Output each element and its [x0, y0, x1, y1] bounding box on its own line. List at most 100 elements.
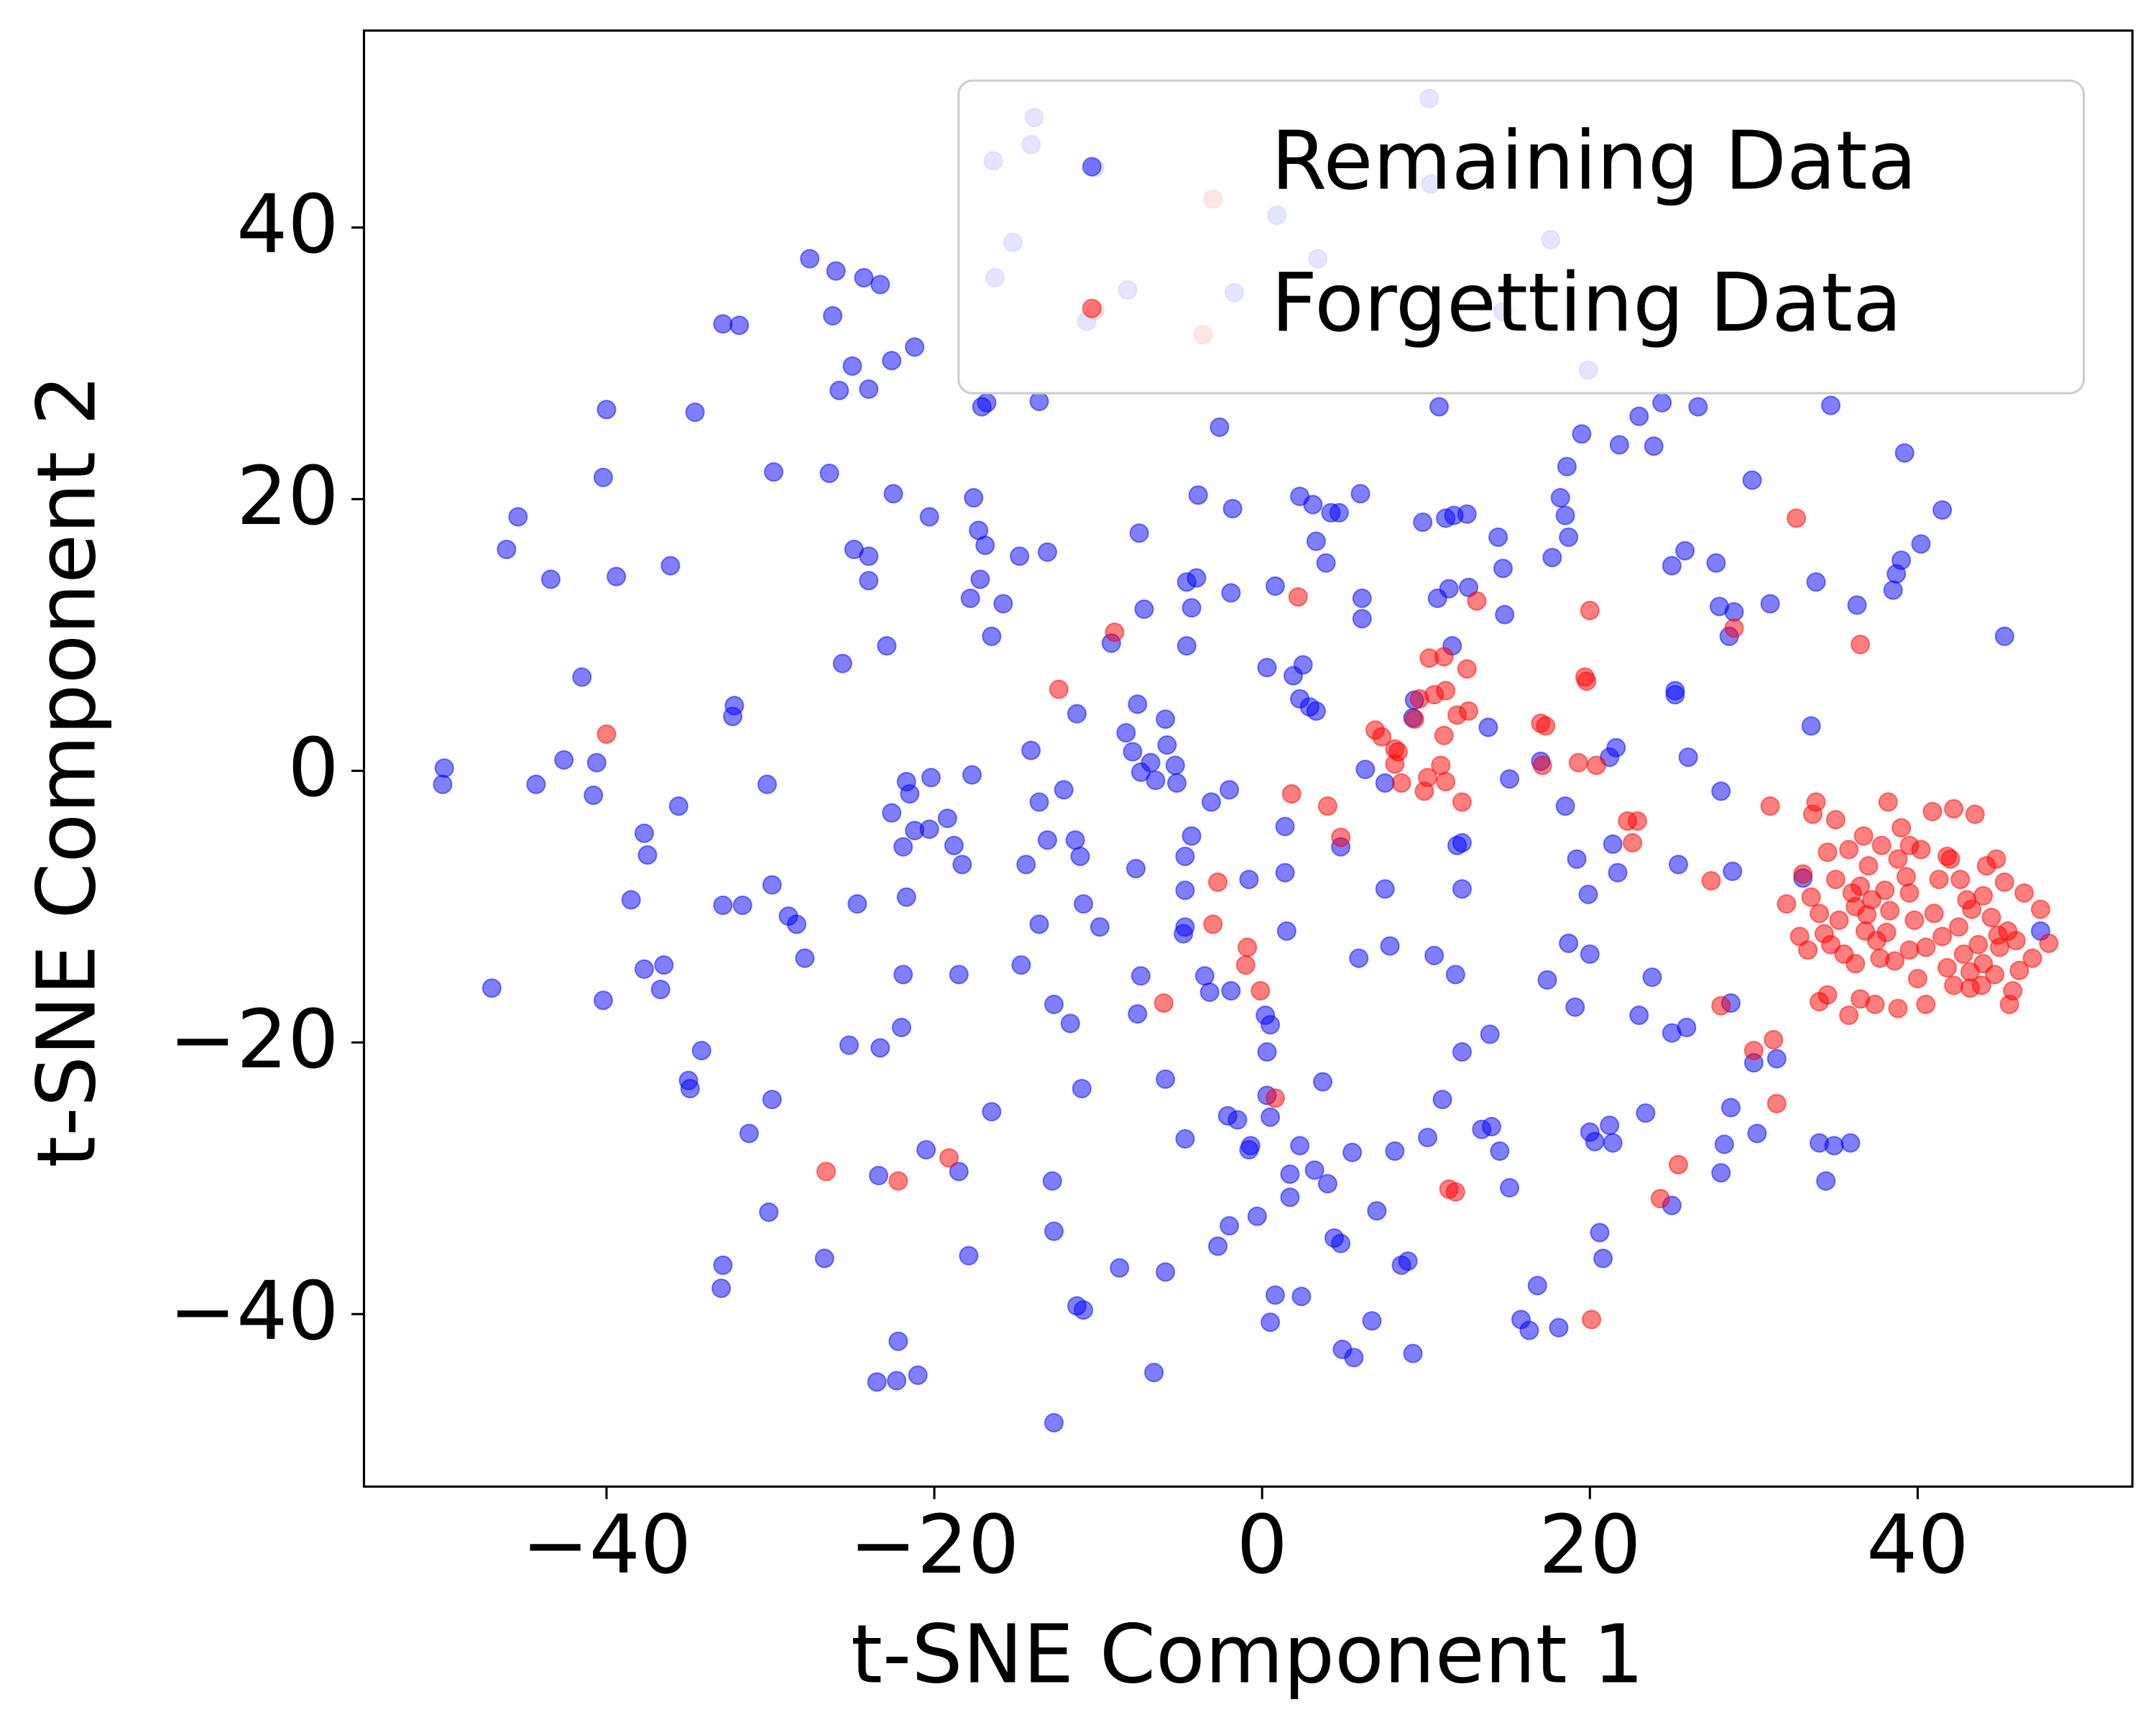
point	[1747, 1123, 1767, 1144]
point	[1650, 1189, 1670, 1209]
point	[1603, 1133, 1623, 1153]
axes-frame	[362, 29, 2134, 1488]
point	[1555, 505, 1575, 525]
point	[1261, 1107, 1281, 1127]
point	[1875, 880, 1895, 901]
point	[1221, 981, 1241, 1001]
point	[1829, 910, 1849, 930]
point	[993, 594, 1013, 614]
legend-marker	[1082, 157, 1102, 177]
x-tick-label: 40	[1866, 1499, 1969, 1592]
point	[1950, 870, 1971, 890]
point	[2014, 883, 2035, 903]
point	[1044, 994, 1064, 1014]
point	[1876, 922, 1897, 942]
point	[1303, 494, 1323, 515]
point	[921, 768, 941, 788]
point	[634, 823, 654, 843]
point	[1247, 1206, 1267, 1226]
point	[1167, 773, 1187, 793]
point	[870, 1038, 890, 1058]
point	[905, 337, 925, 357]
point	[650, 980, 671, 1000]
point	[1629, 1006, 1649, 1026]
point	[1220, 1215, 1240, 1236]
point	[1010, 546, 1030, 566]
point	[1280, 1187, 1300, 1208]
point	[1627, 811, 1647, 831]
point	[433, 774, 453, 794]
point	[1391, 773, 1411, 793]
point	[891, 1018, 911, 1038]
point	[434, 758, 454, 778]
point	[1532, 755, 1552, 776]
point	[508, 507, 528, 527]
point	[1275, 862, 1295, 883]
point	[1478, 717, 1498, 737]
point	[1609, 435, 1629, 455]
point	[1527, 1276, 1547, 1296]
point	[800, 249, 820, 269]
point	[1665, 681, 1685, 701]
point	[1825, 809, 1846, 829]
x-tick-label: 0	[1237, 1499, 1288, 1592]
point	[1481, 1116, 1501, 1137]
point	[1801, 887, 1821, 907]
point	[1706, 553, 1726, 573]
point	[1445, 965, 1465, 985]
point	[1317, 796, 1337, 816]
point	[1723, 861, 1743, 881]
point	[1265, 1285, 1285, 1305]
point	[859, 546, 879, 566]
point	[1888, 849, 1908, 869]
point	[882, 803, 902, 823]
point	[937, 809, 957, 829]
point	[867, 1372, 887, 1392]
point	[1222, 499, 1243, 519]
point	[572, 667, 592, 687]
point	[814, 1248, 834, 1269]
point	[1194, 966, 1215, 986]
point	[962, 765, 982, 785]
point	[868, 1166, 889, 1186]
point	[1766, 1093, 1787, 1113]
point	[1858, 856, 1879, 876]
point	[1793, 864, 1813, 884]
point	[1559, 933, 1579, 953]
point	[1342, 1142, 1363, 1162]
point	[1851, 989, 1871, 1009]
x-tick-label: −40	[522, 1499, 692, 1592]
point	[939, 1148, 959, 1168]
point	[1678, 747, 1698, 768]
point	[1911, 534, 1931, 554]
point	[972, 397, 992, 417]
point	[1565, 997, 1585, 1017]
point	[1128, 1004, 1148, 1024]
point	[1221, 583, 1241, 603]
point	[1766, 1049, 1787, 1069]
point	[1257, 658, 1277, 678]
point	[1871, 835, 1892, 855]
point	[1331, 827, 1351, 847]
point	[1929, 870, 1949, 890]
point	[1675, 540, 1695, 561]
point	[1261, 1015, 1281, 1035]
point	[1720, 1098, 1741, 1118]
point	[1550, 488, 1570, 508]
point	[1606, 737, 1626, 758]
point	[1853, 826, 1874, 846]
point	[1208, 1236, 1228, 1256]
point	[1907, 969, 1927, 989]
point	[823, 305, 843, 326]
point	[607, 566, 627, 586]
point	[1265, 1088, 1285, 1108]
point	[949, 965, 969, 985]
point	[1652, 392, 1672, 413]
point	[1892, 550, 1912, 571]
point	[1467, 591, 1487, 611]
point	[1029, 391, 1049, 411]
point	[1175, 846, 1195, 867]
point	[1953, 944, 1973, 965]
point	[1452, 792, 1472, 812]
